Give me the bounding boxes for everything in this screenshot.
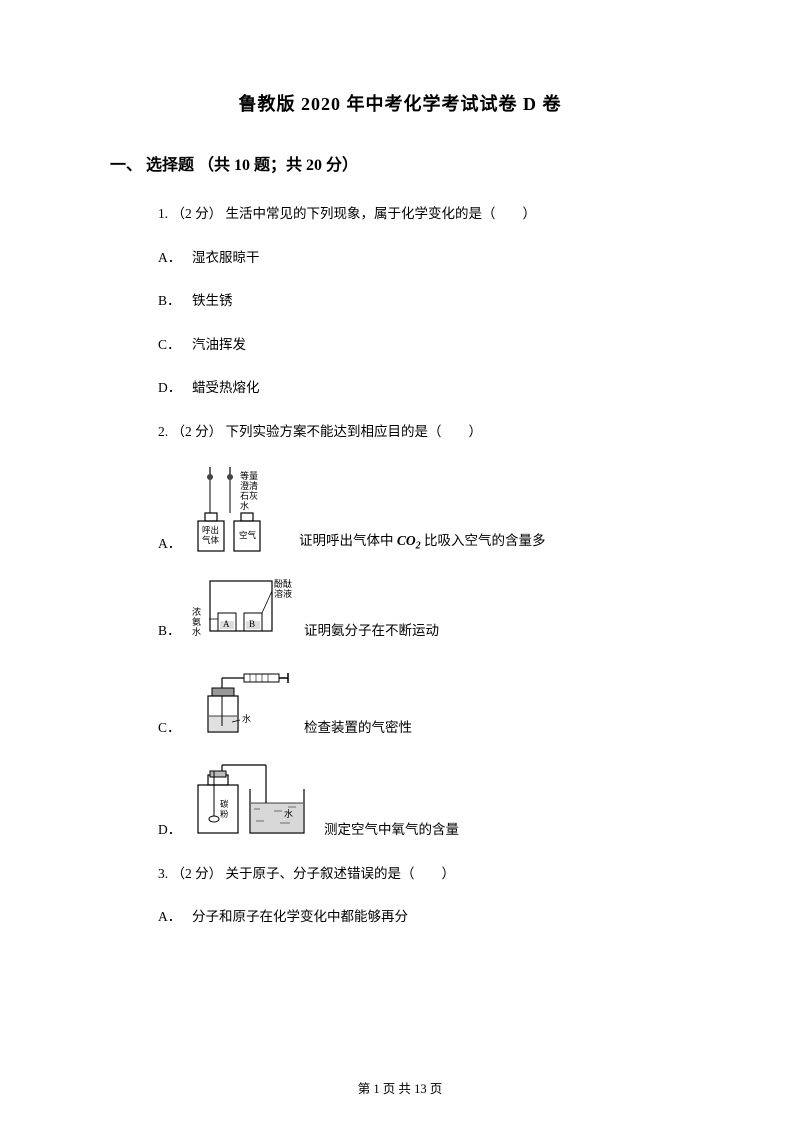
page-footer: 第 1 页 共 13 页	[0, 1078, 800, 1097]
section-header: 一、 选择题 （共 10 题；共 20 分）	[110, 151, 690, 175]
svg-text:水: 水	[284, 808, 293, 819]
svg-text:B: B	[249, 619, 255, 629]
q-stem: 关于原子、分子叙述错误的是（ ）	[226, 866, 456, 881]
option-d: D． 蜡受热熔化	[158, 377, 690, 399]
question-text: 1. （2 分） 生活中常见的下列现象，属于化学变化的是（ ）	[158, 203, 690, 225]
option-b: B． 铁生锈	[158, 290, 690, 312]
svg-text:水: 水	[240, 500, 249, 511]
svg-text:气体: 气体	[202, 535, 220, 545]
diagram-d: 碳 粉 水	[192, 761, 312, 841]
svg-text:氨: 氨	[192, 616, 201, 627]
diagram-a: 等量 澄清 石灰 水 呼出 气体 空气	[192, 465, 287, 555]
diagram-b: 浓 氨 水 酚酞 溶液 A B	[192, 577, 292, 642]
option-letter: D．	[158, 377, 184, 399]
option-text: 检查装置的气密性	[304, 717, 412, 739]
option-letter: A．	[158, 247, 184, 269]
section-number: 一、	[110, 157, 142, 174]
svg-text:石灰: 石灰	[240, 490, 258, 501]
svg-text:水: 水	[192, 626, 201, 637]
svg-text:浓: 浓	[192, 607, 201, 617]
option-a: A． 湿衣服晾干	[158, 247, 690, 269]
svg-text:碳: 碳	[220, 799, 229, 809]
option-a: A． 等量 澄清 石灰 水 呼出 气体	[158, 465, 690, 555]
diagram-c: 水	[192, 664, 292, 739]
svg-text:澄清: 澄清	[240, 480, 258, 491]
q-points: （2 分）	[172, 424, 223, 439]
option-text: 证明氨分子在不断运动	[304, 620, 439, 642]
svg-text:酚酞: 酚酞	[274, 578, 292, 589]
option-text: 分子和原子在化学变化中都能够再分	[192, 906, 408, 928]
question-3: 3. （2 分） 关于原子、分子叙述错误的是（ ） A． 分子和原子在化学变化中…	[158, 863, 690, 928]
option-text: 证明呼出气体中 CO2 比吸入空气的含量多	[299, 530, 546, 555]
option-letter: A．	[158, 533, 184, 555]
question-text: 2. （2 分） 下列实验方案不能达到相应目的是（ ）	[158, 421, 690, 443]
label-limewater: 等量	[240, 470, 258, 481]
q-num: 3.	[158, 866, 168, 881]
question-2: 2. （2 分） 下列实验方案不能达到相应目的是（ ） A． 等量 澄清 石灰 …	[158, 421, 690, 841]
option-b: B． 浓 氨 水 酚酞 溶液 A B	[158, 577, 690, 642]
exam-title: 鲁教版 2020 年中考化学考试试卷 D 卷	[110, 90, 690, 116]
section-info: （共 10 题；共 20 分）	[198, 157, 358, 174]
option-c: C． 汽油挥发	[158, 334, 690, 356]
question-text: 3. （2 分） 关于原子、分子叙述错误的是（ ）	[158, 863, 690, 885]
q-stem: 下列实验方案不能达到相应目的是（ ）	[226, 424, 483, 439]
svg-text:呼出: 呼出	[202, 525, 219, 535]
option-letter: B．	[158, 290, 184, 312]
svg-text:A: A	[223, 619, 230, 629]
svg-text:空气: 空气	[239, 530, 257, 540]
option-letter: C．	[158, 717, 184, 739]
section-name: 选择题	[146, 157, 194, 174]
option-c: C．	[158, 664, 690, 739]
svg-text:粉: 粉	[220, 809, 229, 819]
q-num: 1.	[158, 206, 168, 221]
option-text: 铁生锈	[192, 290, 233, 312]
q-points: （2 分）	[172, 866, 223, 881]
option-letter: D．	[158, 819, 184, 841]
q-num: 2.	[158, 424, 168, 439]
option-letter: C．	[158, 334, 184, 356]
option-d: D． 碳 粉	[158, 761, 690, 841]
option-letter: B．	[158, 620, 184, 642]
question-1: 1. （2 分） 生活中常见的下列现象，属于化学变化的是（ ） A． 湿衣服晾干…	[158, 203, 690, 399]
svg-text:溶液: 溶液	[274, 588, 292, 599]
q-stem: 生活中常见的下列现象，属于化学变化的是（ ）	[226, 206, 537, 221]
option-text: 汽油挥发	[192, 334, 246, 356]
option-letter: A．	[158, 906, 184, 928]
svg-text:水: 水	[242, 713, 251, 724]
q-points: （2 分）	[172, 206, 223, 221]
option-text: 湿衣服晾干	[192, 247, 260, 269]
option-text: 蜡受热熔化	[192, 377, 260, 399]
option-text: 测定空气中氧气的含量	[324, 819, 459, 841]
option-a: A． 分子和原子在化学变化中都能够再分	[158, 906, 690, 928]
